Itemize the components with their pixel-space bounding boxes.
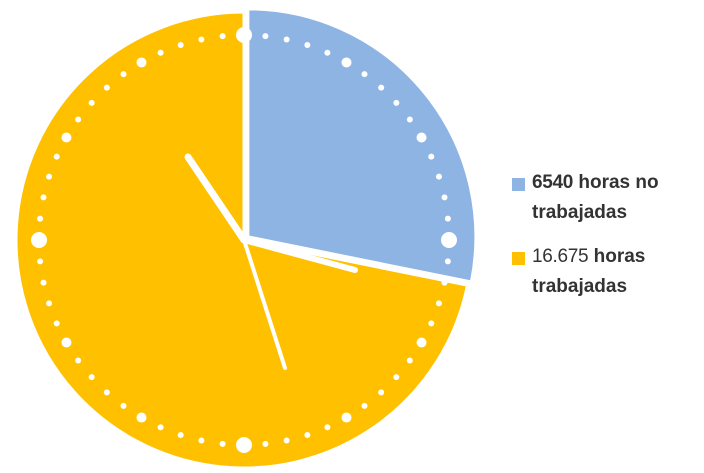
clock-dot xyxy=(40,194,47,201)
clock-dot xyxy=(416,132,427,143)
clock-dot xyxy=(283,437,290,444)
clock-dot xyxy=(37,258,44,265)
clock-dot xyxy=(283,36,290,43)
clock-dot xyxy=(219,33,226,40)
clock-dot xyxy=(40,279,47,286)
clock-dot xyxy=(262,33,269,40)
clock-dot xyxy=(75,116,82,123)
clock-dot xyxy=(304,431,311,438)
clock-dot xyxy=(219,440,226,447)
clock-dot xyxy=(361,71,368,78)
clock-dot xyxy=(136,412,147,423)
clock-dot xyxy=(324,49,331,56)
legend: 6540 horas no trabajadas 16.675 horas tr… xyxy=(512,168,702,316)
clock-dot xyxy=(88,99,95,106)
clock-dot xyxy=(75,357,82,364)
clock-dot xyxy=(31,232,47,248)
clock-dot xyxy=(61,132,72,143)
clock-dot xyxy=(341,57,352,68)
legend-swatch-no-trabajadas xyxy=(512,178,525,191)
clock-dot xyxy=(61,337,72,348)
clock-dot xyxy=(103,84,110,91)
clock-dot xyxy=(236,27,252,43)
clock-dot xyxy=(262,440,269,447)
clock-dot xyxy=(441,194,448,201)
clock-dot xyxy=(46,173,53,180)
pie-chart xyxy=(14,7,478,470)
legend-value-trabajadas: 16.675 xyxy=(532,246,589,267)
clock-dot xyxy=(406,357,413,364)
clock-dot xyxy=(53,153,60,160)
clock-dot xyxy=(441,279,448,286)
clock-dot xyxy=(441,232,457,248)
pie-slice-no-trabajadas xyxy=(246,7,478,284)
clock-dot xyxy=(46,300,53,307)
clock-dot xyxy=(88,374,95,381)
clock-dot xyxy=(428,153,435,160)
clock-dot xyxy=(378,389,385,396)
clock-dot xyxy=(103,389,110,396)
clock-dot xyxy=(53,320,60,327)
clock-dot xyxy=(435,173,442,180)
legend-item-no-trabajadas: 6540 horas no trabajadas xyxy=(512,168,702,228)
legend-text-trabajadas: horas trabajadas xyxy=(532,246,646,297)
clock-dot xyxy=(393,374,400,381)
clock-dot xyxy=(177,431,184,438)
clock-hour-hand xyxy=(184,153,248,244)
legend-swatch-trabajadas xyxy=(512,252,525,265)
clock-dot xyxy=(435,300,442,307)
clock-dot xyxy=(406,116,413,123)
clock-dot xyxy=(324,424,331,431)
clock-dot xyxy=(177,42,184,49)
clock-dot xyxy=(37,215,44,222)
clock-second-hand xyxy=(242,238,287,370)
clock-dot xyxy=(120,402,127,409)
clock-dot xyxy=(157,49,164,56)
clock-dot xyxy=(198,36,205,43)
clock-dot xyxy=(236,437,252,453)
clock-dot xyxy=(444,215,451,222)
clock-dot xyxy=(304,42,311,49)
clock-dot xyxy=(378,84,385,91)
clock-dot xyxy=(157,424,164,431)
clock-dot xyxy=(120,71,127,78)
clock-dot xyxy=(416,337,427,348)
clock-dot xyxy=(428,320,435,327)
clock-dot xyxy=(198,437,205,444)
clock-dot xyxy=(361,402,368,409)
legend-item-trabajadas: 16.675 horas trabajadas xyxy=(512,242,702,302)
legend-text-no-trabajadas: horas no trabajadas xyxy=(532,172,659,223)
clock-dot xyxy=(136,57,147,68)
legend-value-no-trabajadas: 6540 xyxy=(532,172,574,193)
clock-dot xyxy=(393,99,400,106)
clock-minute-hand xyxy=(241,237,358,273)
clock-dot xyxy=(444,258,451,265)
clock-dot xyxy=(341,412,352,423)
